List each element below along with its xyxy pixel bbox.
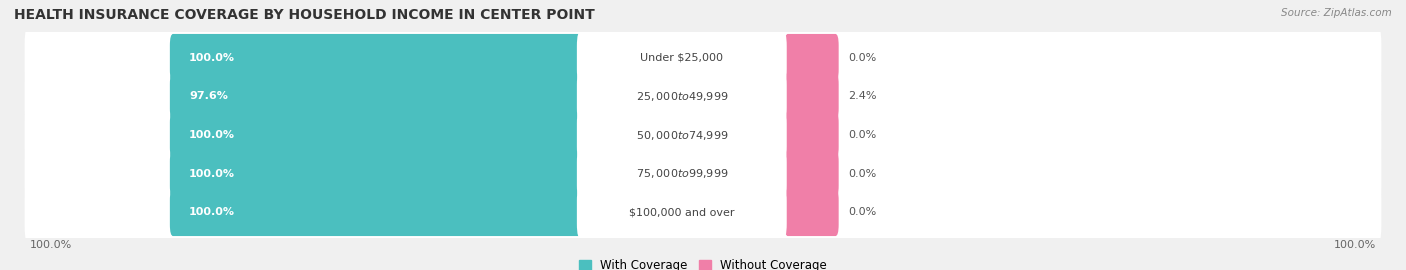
FancyBboxPatch shape — [576, 147, 787, 201]
Text: $75,000 to $99,999: $75,000 to $99,999 — [636, 167, 728, 180]
FancyBboxPatch shape — [170, 34, 685, 81]
FancyBboxPatch shape — [25, 140, 1381, 207]
FancyBboxPatch shape — [576, 185, 787, 239]
Text: 100.0%: 100.0% — [188, 53, 235, 63]
FancyBboxPatch shape — [576, 108, 787, 162]
Text: 0.0%: 0.0% — [848, 169, 876, 179]
FancyBboxPatch shape — [785, 189, 838, 236]
FancyBboxPatch shape — [785, 150, 838, 197]
FancyBboxPatch shape — [170, 150, 685, 197]
Text: Under $25,000: Under $25,000 — [640, 53, 723, 63]
FancyBboxPatch shape — [25, 179, 1381, 246]
Text: 100.0%: 100.0% — [1334, 240, 1376, 250]
FancyBboxPatch shape — [25, 102, 1381, 168]
FancyBboxPatch shape — [576, 69, 787, 123]
Text: 0.0%: 0.0% — [848, 207, 876, 217]
Text: 100.0%: 100.0% — [188, 130, 235, 140]
Text: 100.0%: 100.0% — [188, 169, 235, 179]
Text: Source: ZipAtlas.com: Source: ZipAtlas.com — [1281, 8, 1392, 18]
Text: 0.0%: 0.0% — [848, 53, 876, 63]
Text: HEALTH INSURANCE COVERAGE BY HOUSEHOLD INCOME IN CENTER POINT: HEALTH INSURANCE COVERAGE BY HOUSEHOLD I… — [14, 8, 595, 22]
FancyBboxPatch shape — [785, 34, 838, 81]
Text: $100,000 and over: $100,000 and over — [628, 207, 734, 217]
Legend: With Coverage, Without Coverage: With Coverage, Without Coverage — [574, 254, 832, 270]
FancyBboxPatch shape — [170, 112, 685, 158]
FancyBboxPatch shape — [785, 73, 838, 120]
FancyBboxPatch shape — [170, 73, 673, 120]
Text: 97.6%: 97.6% — [188, 91, 228, 101]
FancyBboxPatch shape — [25, 24, 1381, 91]
Text: 0.0%: 0.0% — [848, 130, 876, 140]
Text: 2.4%: 2.4% — [848, 91, 877, 101]
FancyBboxPatch shape — [170, 189, 685, 236]
Text: $50,000 to $74,999: $50,000 to $74,999 — [636, 129, 728, 141]
Text: 100.0%: 100.0% — [188, 207, 235, 217]
Text: $25,000 to $49,999: $25,000 to $49,999 — [636, 90, 728, 103]
FancyBboxPatch shape — [785, 112, 838, 158]
Text: 100.0%: 100.0% — [30, 240, 72, 250]
FancyBboxPatch shape — [576, 31, 787, 85]
FancyBboxPatch shape — [25, 63, 1381, 130]
